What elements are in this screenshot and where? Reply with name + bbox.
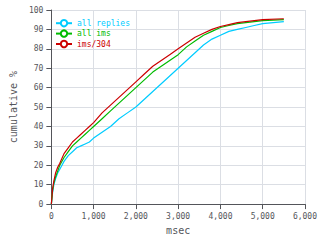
svg-text:40: 40 [34, 122, 44, 131]
svg-text:60: 60 [34, 83, 44, 92]
svg-text:90: 90 [34, 25, 44, 34]
svg-text:20: 20 [34, 161, 44, 170]
svg-text:0: 0 [39, 200, 44, 209]
svg-text:1,000: 1,000 [82, 212, 106, 221]
svg-text:100: 100 [29, 6, 44, 15]
svg-text:all replies: all replies [77, 19, 130, 28]
svg-text:30: 30 [34, 141, 44, 150]
svg-text:70: 70 [34, 64, 44, 73]
svg-text:50: 50 [34, 103, 44, 112]
svg-text:4,000: 4,000 [208, 212, 232, 221]
svg-text:10: 10 [34, 180, 44, 189]
svg-text:ims/304: ims/304 [77, 40, 111, 49]
svg-text:3,000: 3,000 [166, 212, 190, 221]
svg-text:msec: msec [166, 225, 190, 236]
svg-text:0: 0 [49, 212, 54, 221]
svg-text:cumulative %: cumulative % [8, 71, 19, 143]
svg-text:80: 80 [34, 44, 44, 53]
svg-text:2,000: 2,000 [124, 212, 148, 221]
svg-text:5,000: 5,000 [251, 212, 275, 221]
svg-text:6,000: 6,000 [293, 212, 317, 221]
svg-text:all ims: all ims [77, 29, 111, 38]
